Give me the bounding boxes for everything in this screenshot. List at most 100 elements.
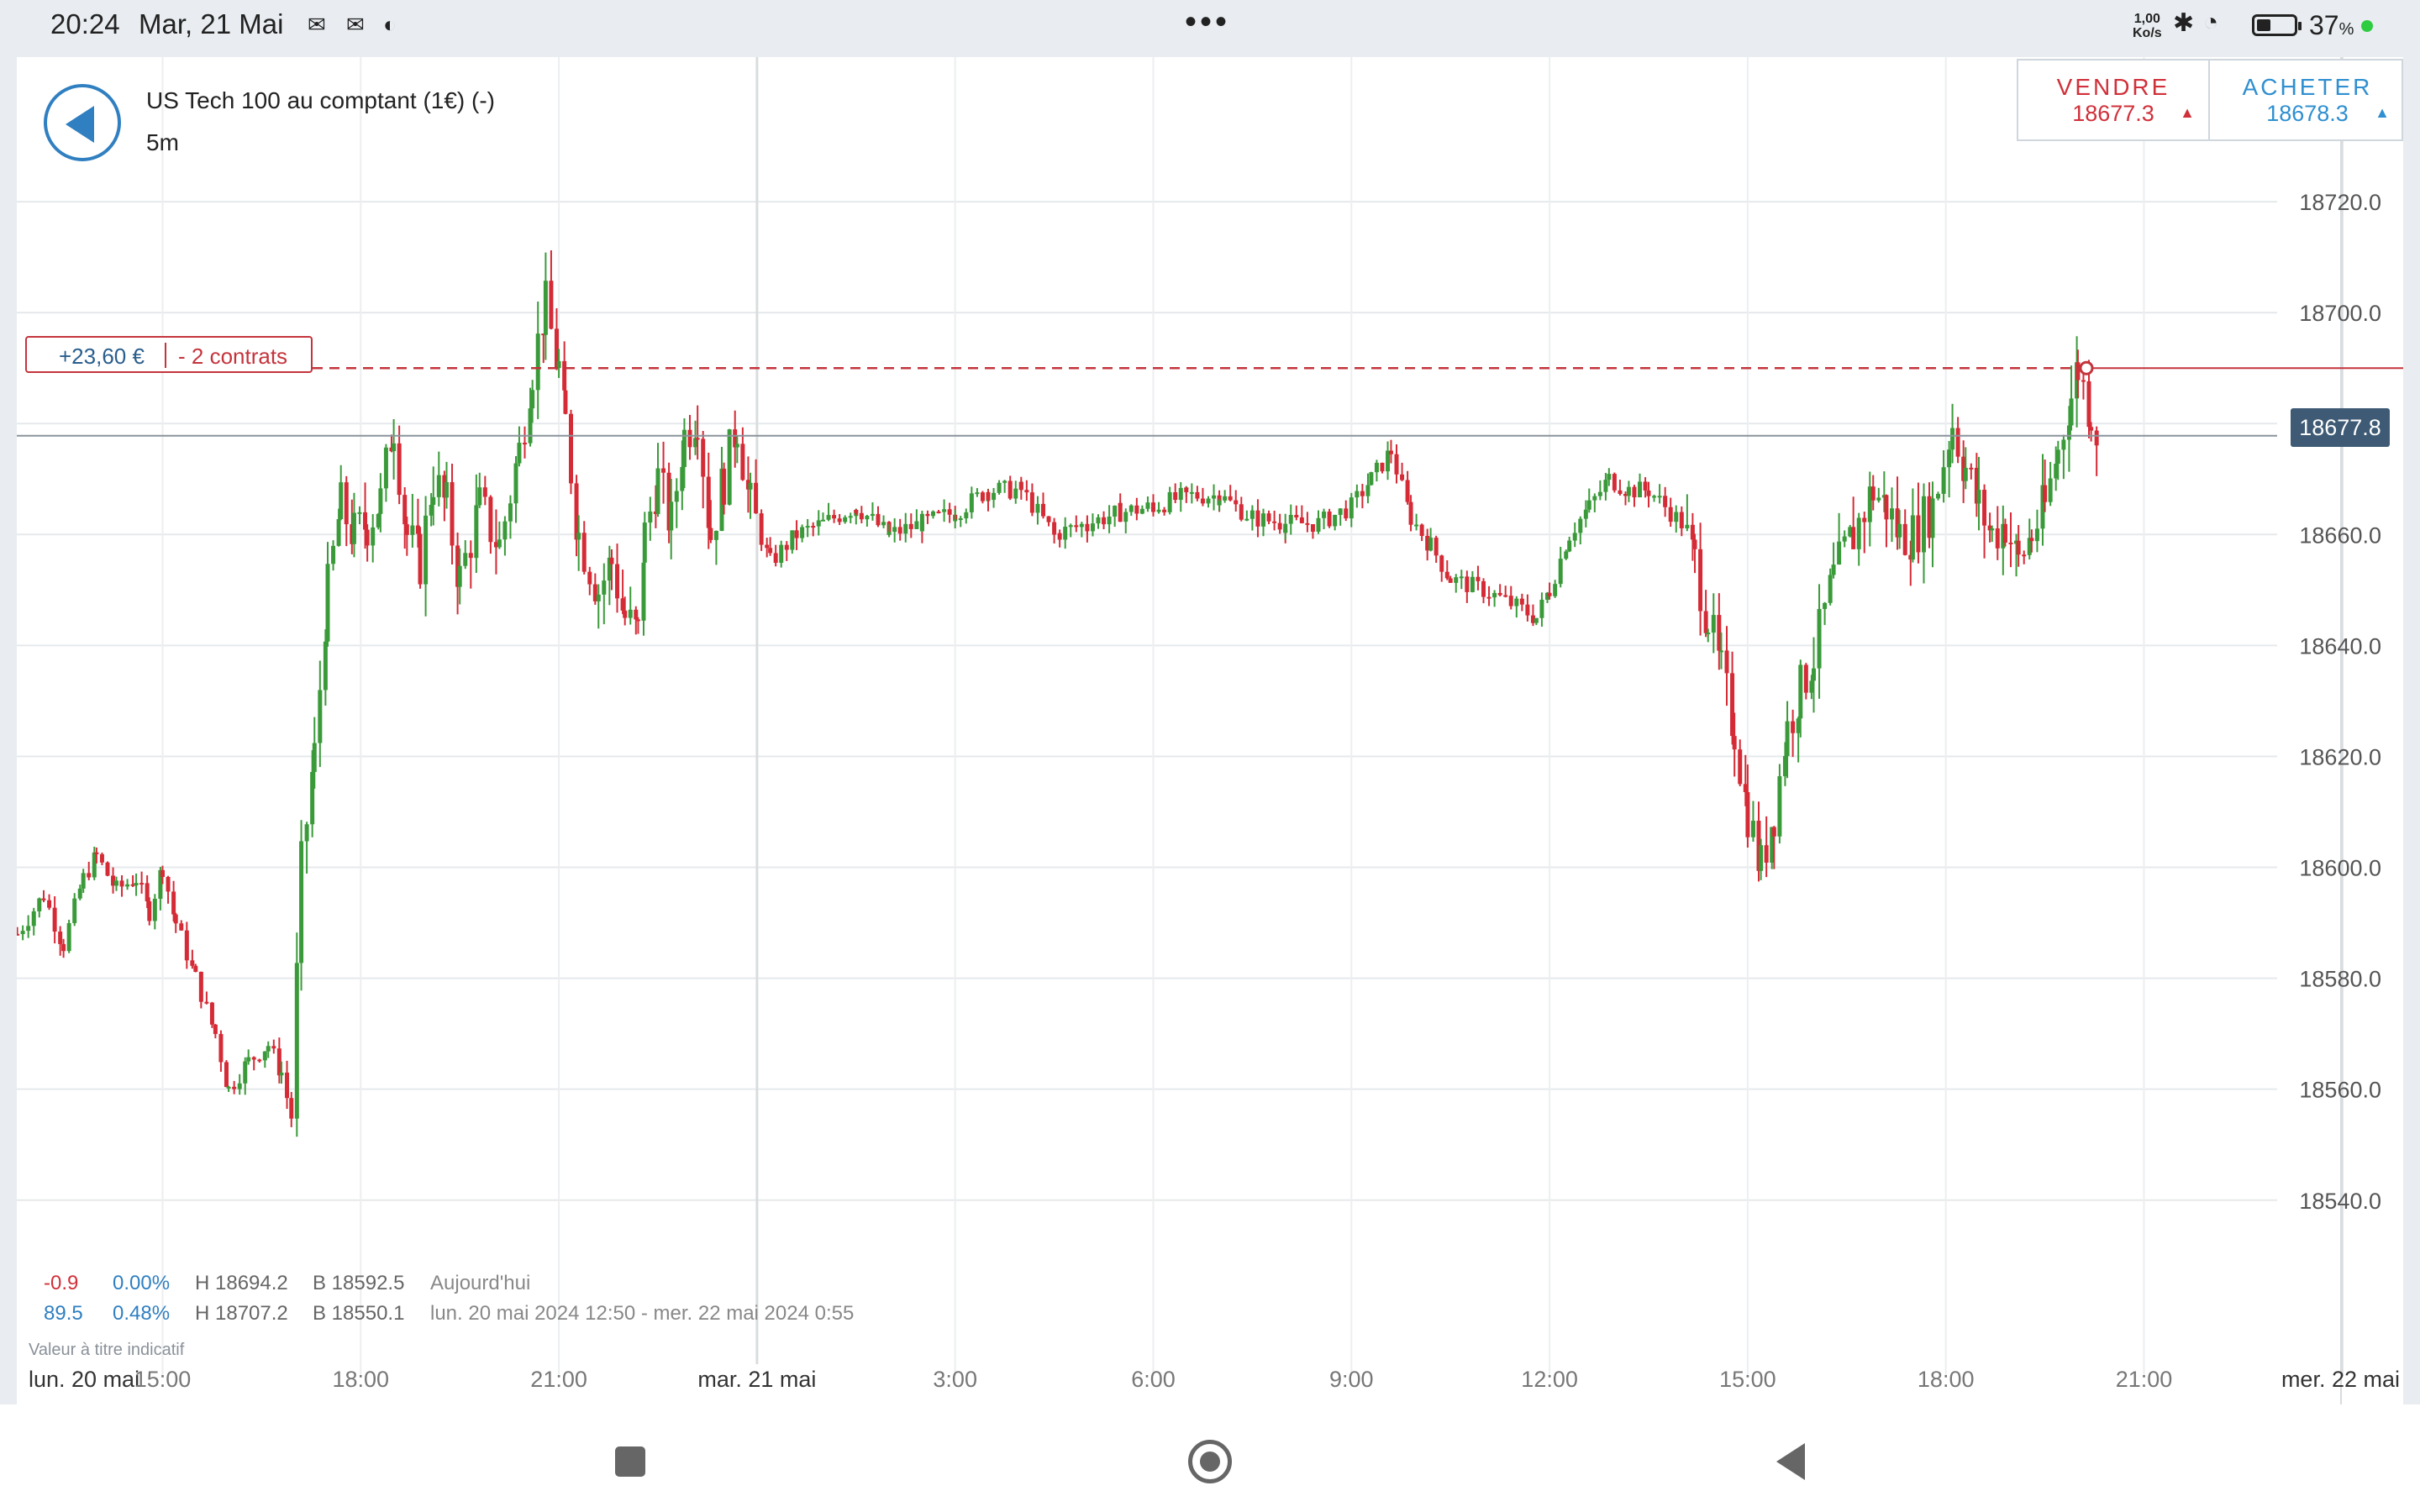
candle	[198, 971, 203, 1009]
candle	[1299, 505, 1304, 524]
candle	[1035, 496, 1040, 525]
candle	[2008, 512, 2013, 568]
candle	[2075, 336, 2080, 428]
candle	[145, 875, 150, 909]
candle	[1283, 513, 1288, 540]
candle	[1388, 439, 1393, 464]
candle	[389, 434, 394, 453]
status-date: Mar, 21 Mai	[139, 8, 284, 39]
candle	[832, 509, 837, 523]
candle	[609, 549, 614, 591]
candle	[1200, 487, 1205, 507]
x-tick-label-bg	[689, 1364, 824, 1393]
candle	[1867, 471, 1872, 547]
candle	[424, 496, 429, 617]
candle	[1837, 512, 1842, 565]
candle	[431, 466, 436, 526]
candle	[607, 545, 612, 606]
candle	[870, 502, 875, 521]
candle	[442, 470, 447, 522]
candle	[1123, 508, 1128, 533]
candle	[1428, 528, 1434, 552]
recent-apps-icon[interactable]	[615, 1446, 645, 1477]
candle	[1338, 508, 1343, 526]
candle	[474, 474, 479, 573]
candle	[903, 512, 908, 543]
candle	[262, 1051, 267, 1068]
position-marker	[2079, 360, 2094, 375]
candle	[759, 509, 764, 551]
candle	[765, 538, 770, 558]
back-button[interactable]	[44, 84, 121, 161]
candle	[1294, 505, 1299, 521]
candle	[1096, 514, 1101, 529]
candlestick-chart[interactable]: 18720.0 18700.0 18680.0 18660.0 18640.0 18620…	[17, 57, 2403, 1404]
candle	[1547, 582, 1552, 600]
candle	[581, 521, 587, 575]
candle	[1623, 491, 1628, 506]
candle	[1976, 456, 1981, 531]
candle	[1212, 484, 1217, 511]
candle	[1151, 502, 1155, 517]
candle	[1910, 488, 1915, 563]
candle	[1812, 637, 1816, 713]
candle	[1534, 617, 1539, 626]
candle	[528, 387, 533, 447]
chart-panel[interactable]	[17, 57, 2403, 1404]
timeframe-label[interactable]: 5m	[146, 129, 179, 155]
candle	[681, 418, 687, 488]
candle	[294, 932, 299, 1137]
candle	[285, 1060, 290, 1110]
candle	[299, 820, 304, 991]
candle	[94, 847, 99, 864]
x-tick-label: 21:00	[530, 1367, 587, 1392]
home-icon[interactable]	[1188, 1440, 1232, 1483]
candle	[402, 486, 408, 549]
candle	[1079, 522, 1084, 538]
candle	[113, 876, 118, 891]
candle	[1890, 487, 1895, 543]
position-tag[interactable]: +23,60 € - 2 contrats	[25, 336, 313, 373]
candle	[1327, 508, 1332, 528]
candle	[634, 606, 639, 635]
candle	[1041, 492, 1045, 519]
buy-button[interactable]: ACHETER 18678.3 ▲	[2212, 60, 2403, 139]
sell-button[interactable]: VENDRE 18677.3 ▲	[2018, 60, 2210, 139]
candle	[1470, 571, 1475, 593]
candle	[754, 459, 759, 514]
candle	[1706, 628, 1711, 643]
candle	[357, 506, 362, 525]
candle	[1930, 481, 1935, 568]
candle	[1454, 574, 1459, 593]
candle	[1024, 480, 1029, 501]
candle	[392, 418, 397, 480]
candle	[592, 573, 597, 605]
candle	[1349, 492, 1354, 528]
candle	[1113, 505, 1118, 528]
candle	[457, 548, 462, 605]
candle	[1632, 485, 1637, 507]
candle	[1434, 535, 1439, 564]
candle	[1987, 512, 1992, 543]
candle	[508, 495, 513, 539]
candle	[1206, 496, 1211, 508]
divider	[165, 343, 166, 368]
candle	[2043, 459, 2048, 512]
candle	[2029, 529, 2034, 553]
candle	[224, 1060, 229, 1088]
candle	[1995, 506, 2000, 560]
candle	[444, 461, 449, 509]
candle	[733, 410, 738, 468]
more-dots-icon[interactable]: •••	[1185, 3, 1231, 40]
candle	[980, 491, 985, 504]
candle	[674, 478, 679, 528]
candle	[1718, 632, 1723, 669]
candle	[1107, 505, 1112, 533]
candle	[1355, 484, 1360, 508]
candle	[706, 452, 711, 549]
back-icon[interactable]	[1776, 1443, 1805, 1480]
candle	[276, 1037, 281, 1084]
battery-percent: 37%	[2309, 10, 2354, 40]
candle	[455, 533, 460, 615]
candle	[794, 520, 799, 550]
